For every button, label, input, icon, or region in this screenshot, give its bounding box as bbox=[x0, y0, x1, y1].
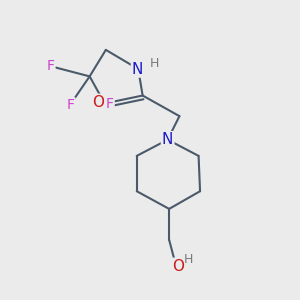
Text: O: O bbox=[92, 95, 104, 110]
Text: O: O bbox=[172, 259, 184, 274]
Text: N: N bbox=[132, 61, 143, 76]
Text: H: H bbox=[150, 57, 159, 70]
Text: F: F bbox=[46, 59, 55, 73]
Text: F: F bbox=[106, 98, 114, 111]
Text: F: F bbox=[67, 98, 74, 112]
Text: H: H bbox=[184, 253, 194, 266]
Text: N: N bbox=[162, 132, 173, 147]
